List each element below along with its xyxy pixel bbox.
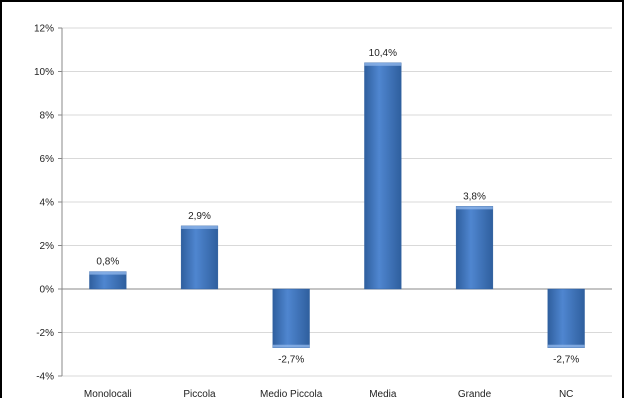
y-tick-label: 4% xyxy=(40,198,55,209)
data-label: -2,7% xyxy=(553,355,579,366)
data-label: 0,8% xyxy=(96,257,119,268)
category-label: Medio Piccola xyxy=(260,389,323,398)
bar-edge-highlight xyxy=(89,271,127,275)
y-tick-label: 6% xyxy=(40,154,55,165)
bar xyxy=(364,62,402,290)
category-label: Piccola xyxy=(183,389,216,398)
bar-edge-highlight xyxy=(272,344,310,348)
data-label: -2,7% xyxy=(278,355,304,366)
y-tick-label: -2% xyxy=(36,328,54,339)
data-label: 10,4% xyxy=(369,48,397,59)
bar xyxy=(272,288,310,348)
y-tick-label: 10% xyxy=(34,67,54,78)
bar-edge-highlight xyxy=(547,344,585,348)
y-tick-label: -4% xyxy=(36,372,54,383)
bars xyxy=(89,62,585,348)
category-label: Monolocali xyxy=(84,389,132,398)
bar xyxy=(455,206,494,290)
bar-edge-highlight xyxy=(456,206,493,210)
category-label: NC xyxy=(559,389,573,398)
category-label: Grande xyxy=(458,389,492,398)
y-axis: 12% 10% 8% 6% 4% 2% 0% -2% -4% xyxy=(34,24,612,383)
data-label: 3,8% xyxy=(463,191,486,202)
x-axis: Monolocali Piccola Medio Piccola Media Grand… xyxy=(84,389,573,398)
bar xyxy=(547,288,585,348)
bar xyxy=(180,225,219,290)
bar-edge-highlight xyxy=(181,225,218,229)
category-label: Media xyxy=(369,389,397,398)
data-label: 2,9% xyxy=(188,211,211,222)
y-tick-label: 12% xyxy=(34,24,54,35)
y-tick-label: 2% xyxy=(40,241,55,252)
y-tick-label: 8% xyxy=(40,111,55,122)
data-labels: 0,8% 2,9% -2,7% 10,4% 3,8% -2,7% xyxy=(96,48,579,366)
y-tick-label: 0% xyxy=(40,285,55,296)
bar-edge-highlight xyxy=(364,62,402,66)
grid-lines xyxy=(62,27,612,377)
